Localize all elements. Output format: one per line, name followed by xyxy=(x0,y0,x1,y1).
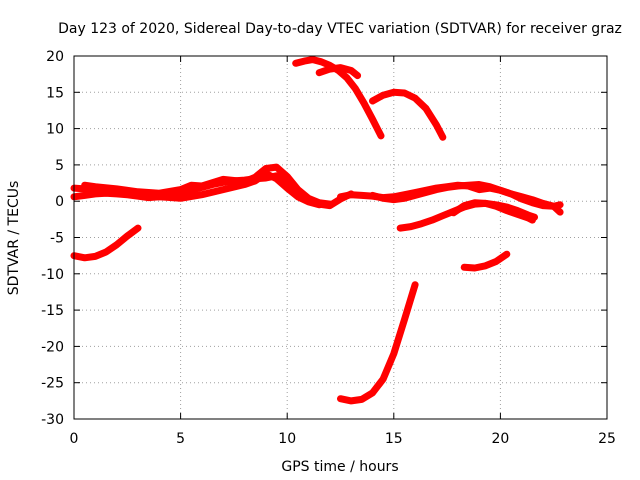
y-axis-label: SDTVAR / TECUs xyxy=(6,181,22,296)
y-tick-label: -25 xyxy=(41,376,64,392)
series-arc-8 xyxy=(369,88,447,141)
plot-frame xyxy=(73,55,608,420)
series-arc-12 xyxy=(460,250,511,272)
series-arc-9 xyxy=(70,224,142,262)
series-arc-7 xyxy=(315,64,362,80)
x-axis-label: GPS time / hours xyxy=(281,459,398,475)
y-tick-label: -5 xyxy=(50,231,64,247)
chart-title: Day 123 of 2020, Sidereal Day-to-day VTE… xyxy=(58,21,622,37)
grid xyxy=(74,56,607,419)
series-arc-11 xyxy=(450,199,536,224)
y-tick-label: -10 xyxy=(41,267,64,283)
y-tick-label: 10 xyxy=(46,122,64,138)
y-tick-label: -15 xyxy=(41,303,64,319)
y-tick-label: 15 xyxy=(46,85,64,101)
x-tick-label: 20 xyxy=(491,431,509,447)
x-tick-label: 5 xyxy=(176,431,185,447)
plot-border xyxy=(73,55,608,420)
series-layer xyxy=(70,56,564,405)
x-tick-label: 25 xyxy=(598,431,616,447)
y-tick-label: 5 xyxy=(55,158,64,174)
x-tick-label: 10 xyxy=(278,431,296,447)
series-arc-5 xyxy=(369,181,564,216)
y-tick-label: -20 xyxy=(41,339,64,355)
series-arc-13 xyxy=(337,281,419,405)
series-arc-2 xyxy=(81,163,334,208)
x-tick-label: 15 xyxy=(385,431,403,447)
x-tick-label: 0 xyxy=(70,431,79,447)
ticks: 0 5 10 15 20 25 -30 -25 -20 -15 -10 -5 0 5 10 15 20 xyxy=(41,49,616,447)
y-tick-label: 20 xyxy=(46,49,64,65)
y-tick-label: -30 xyxy=(41,412,64,428)
series-arc-3 xyxy=(70,170,323,209)
y-tick-label: 0 xyxy=(55,194,64,210)
